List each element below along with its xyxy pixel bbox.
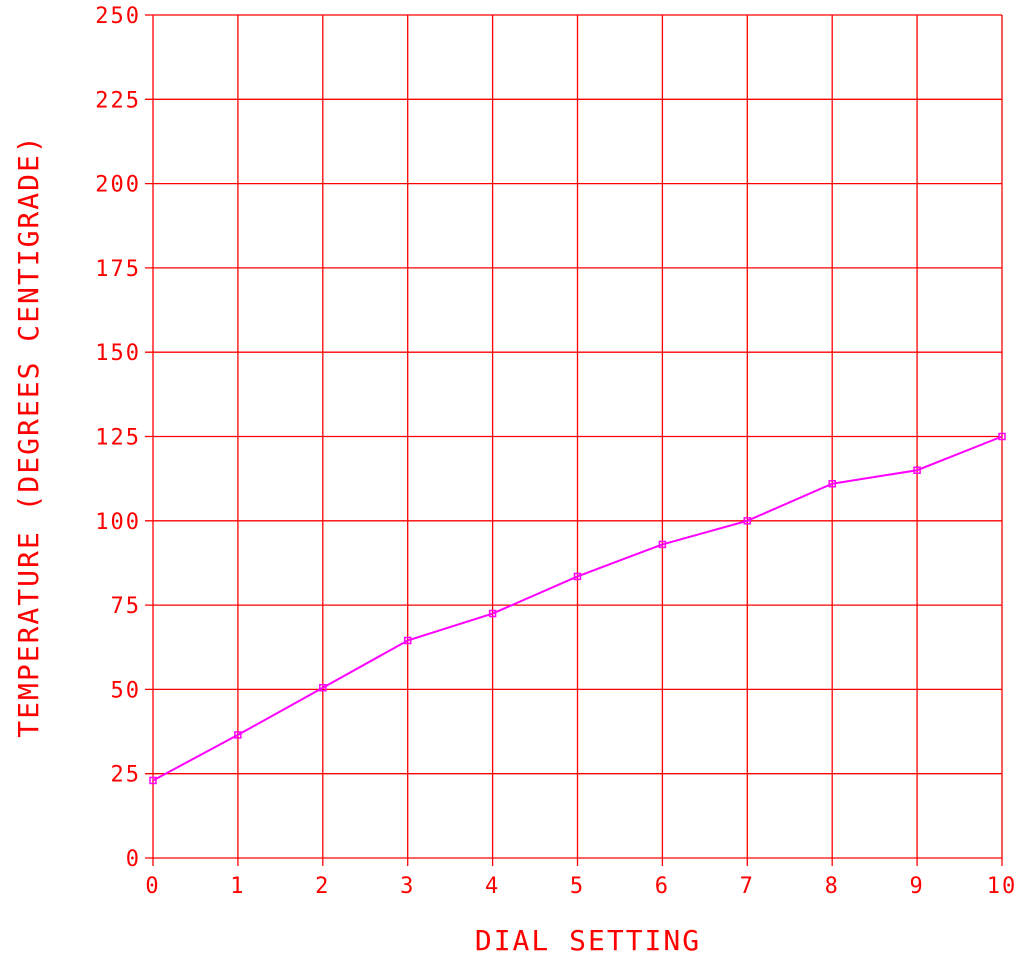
y-tick-label: 150 xyxy=(95,341,141,366)
y-axis-title: TEMPERATURE (DEGREES CENTIGRADE) xyxy=(12,134,45,737)
data-point-marker xyxy=(998,432,1006,441)
data-point-marker xyxy=(319,683,327,692)
y-tick-label: 125 xyxy=(95,426,141,451)
x-tick-label: 9 xyxy=(909,874,924,899)
y-tick-label: 100 xyxy=(95,510,141,535)
data-point-marker xyxy=(743,517,752,525)
x-tick-label: 5 xyxy=(570,874,585,899)
data-point-marker xyxy=(403,636,412,645)
y-tick-label: 250 xyxy=(95,4,141,29)
x-tick-label: 3 xyxy=(400,874,415,899)
y-tick-label: 0 xyxy=(126,847,141,872)
data-point-marker xyxy=(828,479,836,488)
x-tick-label: 10 xyxy=(987,874,1018,899)
y-tick-label: 50 xyxy=(111,678,142,703)
data-point-marker xyxy=(234,731,242,739)
x-axis-title: DIAL SETTING xyxy=(475,924,701,957)
data-point-marker xyxy=(488,609,497,618)
data-point-marker xyxy=(573,572,582,581)
y-tick-label: 225 xyxy=(95,88,141,113)
x-tick-label: 1 xyxy=(230,874,245,899)
data-point-marker xyxy=(658,540,667,549)
y-tick-label: 75 xyxy=(111,594,142,619)
data-point-marker xyxy=(149,776,157,785)
x-tick-label: 2 xyxy=(315,874,330,899)
x-tick-label: 0 xyxy=(145,874,160,899)
y-tick-label: 175 xyxy=(95,257,141,282)
x-tick-label: 4 xyxy=(485,874,500,899)
grid-lines xyxy=(145,14,1003,866)
x-tick-label: 7 xyxy=(740,874,755,899)
y-tick-labels: 0 25 50 75 100 125 150 175 200 225 250 xyxy=(95,4,142,872)
x-tick-label: 6 xyxy=(655,874,670,899)
x-tick-labels: 0 1 2 3 4 5 6 7 8 9 10 xyxy=(145,874,1018,899)
y-tick-label: 200 xyxy=(95,173,141,198)
data-point-marker xyxy=(913,466,921,474)
x-tick-label: 8 xyxy=(825,874,840,899)
series-layer xyxy=(149,432,1006,785)
y-tick-label: 25 xyxy=(111,763,142,788)
series-line xyxy=(152,435,1003,782)
